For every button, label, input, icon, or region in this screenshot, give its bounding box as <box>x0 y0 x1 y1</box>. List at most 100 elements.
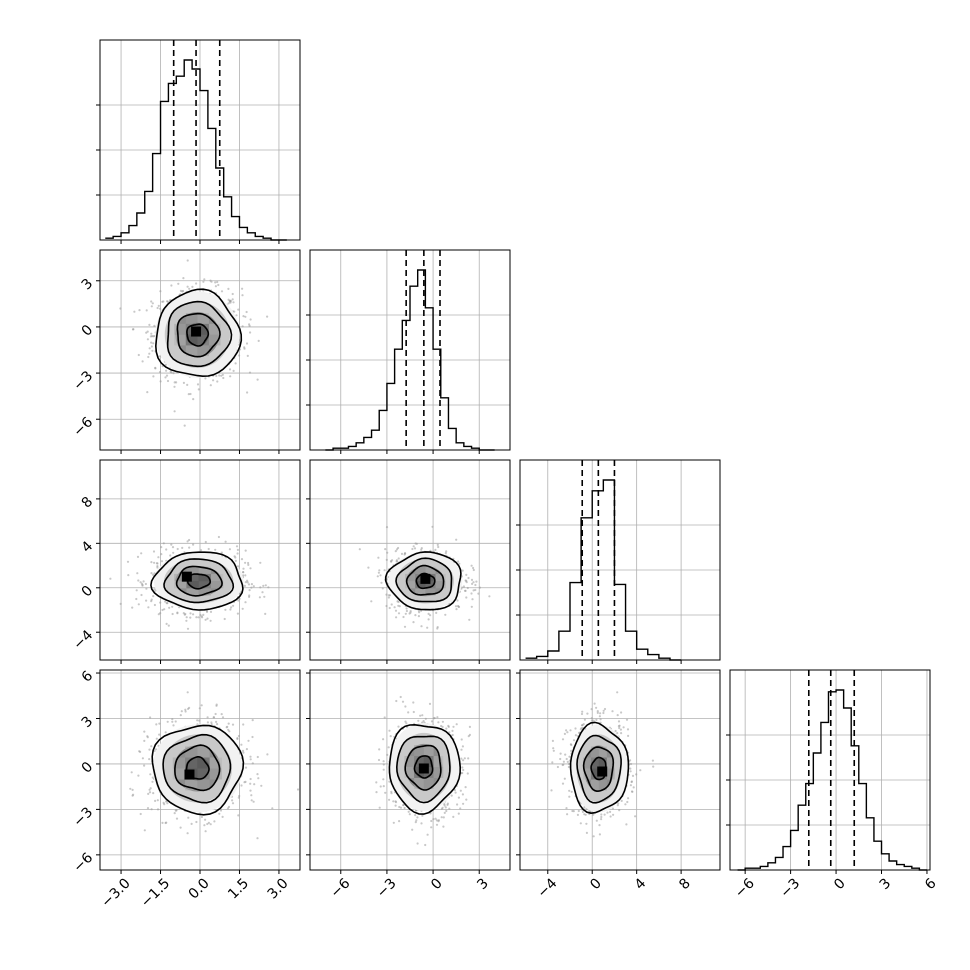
sample-point <box>150 341 153 344</box>
sample-point <box>238 794 241 798</box>
histogram-step-line <box>737 689 927 871</box>
sample-point <box>466 772 469 775</box>
sample-point <box>213 820 216 823</box>
sample-point <box>169 554 172 557</box>
sample-point <box>153 334 156 338</box>
contour-line-1 <box>174 744 221 792</box>
sample-point <box>172 372 175 375</box>
x-tick-label: −3 <box>777 875 803 901</box>
sample-point <box>252 585 255 588</box>
sample-point <box>171 718 174 721</box>
y-tick-label: −4 <box>70 627 96 653</box>
x-tick-label: −3.0 <box>98 875 133 910</box>
contour-line-3 <box>151 724 245 816</box>
density-bin <box>583 757 591 769</box>
scatter-panel-0-3 <box>96 669 301 874</box>
sample-point <box>465 581 468 584</box>
sample-point <box>462 585 465 588</box>
sample-point <box>390 603 393 606</box>
sample-point <box>585 822 588 825</box>
sample-point <box>452 725 455 728</box>
sample-point <box>395 548 399 551</box>
sample-point <box>599 712 602 715</box>
sample-point <box>625 718 629 721</box>
sample-point <box>464 589 467 593</box>
sample-point <box>231 292 234 296</box>
sample-point <box>251 735 254 739</box>
density-bin <box>404 766 415 778</box>
sample-point <box>238 597 241 600</box>
sample-point <box>131 328 135 331</box>
sample-point <box>244 315 247 318</box>
contour-line-2 <box>163 558 235 604</box>
sample-point <box>207 821 210 825</box>
sample-point <box>166 300 169 303</box>
sample-point <box>407 810 410 813</box>
sample-point <box>248 595 251 599</box>
sample-point <box>171 546 175 549</box>
scatter-panel-0-2 <box>96 459 301 664</box>
sample-point <box>150 300 153 303</box>
sample-point <box>249 755 252 758</box>
sample-point <box>151 776 154 779</box>
sample-point <box>394 609 398 612</box>
sample-point <box>238 354 241 357</box>
sample-point <box>214 712 217 716</box>
sample-point <box>247 561 250 565</box>
sample-point <box>461 745 464 748</box>
sample-point <box>210 280 213 283</box>
sample-point <box>206 617 209 620</box>
density-bin <box>425 566 436 574</box>
sample-point <box>257 777 260 780</box>
sample-point <box>394 550 397 553</box>
sample-point <box>415 542 418 545</box>
sample-point <box>455 723 458 726</box>
sample-point <box>382 778 385 781</box>
sample-point <box>436 716 439 719</box>
x-tick-label: 3 <box>474 875 492 893</box>
density-bin <box>414 777 424 789</box>
sample-point <box>620 732 623 735</box>
sample-point <box>384 791 387 794</box>
sample-point <box>488 595 491 598</box>
sample-point <box>474 588 477 592</box>
sample-point <box>632 786 635 789</box>
sample-point <box>200 815 203 819</box>
sample-point <box>251 719 254 722</box>
x-tick-label: 1.5 <box>225 875 252 902</box>
sample-point <box>586 712 589 715</box>
sample-point <box>616 804 619 807</box>
sample-point <box>173 812 176 815</box>
sample-point <box>468 725 471 729</box>
sample-point <box>456 599 459 602</box>
sample-point <box>565 757 568 761</box>
sample-point <box>261 591 264 594</box>
sample-point <box>472 589 475 592</box>
density-bin <box>433 766 444 778</box>
sample-point <box>459 789 462 792</box>
sample-point <box>126 560 130 563</box>
sample-point <box>188 538 191 542</box>
sample-point <box>395 616 398 619</box>
sample-point <box>397 557 400 560</box>
sample-point <box>249 782 252 785</box>
density-bin <box>435 581 446 589</box>
sample-point <box>568 795 571 798</box>
sample-point <box>174 720 177 723</box>
density-peak <box>184 769 195 780</box>
sample-point <box>165 622 168 626</box>
x-tick-label: 0 <box>428 875 446 893</box>
sample-point <box>590 708 593 711</box>
sample-point <box>455 608 458 611</box>
sample-point <box>237 308 240 311</box>
sample-point <box>195 616 198 619</box>
sample-point <box>164 821 167 825</box>
sample-point <box>592 835 595 838</box>
sample-point <box>434 548 437 552</box>
sample-point <box>569 743 573 746</box>
sample-point <box>237 599 240 602</box>
y-tick-label: −3 <box>70 804 96 830</box>
sample-point <box>139 581 142 584</box>
sample-point <box>577 809 580 813</box>
sample-point <box>629 767 632 770</box>
